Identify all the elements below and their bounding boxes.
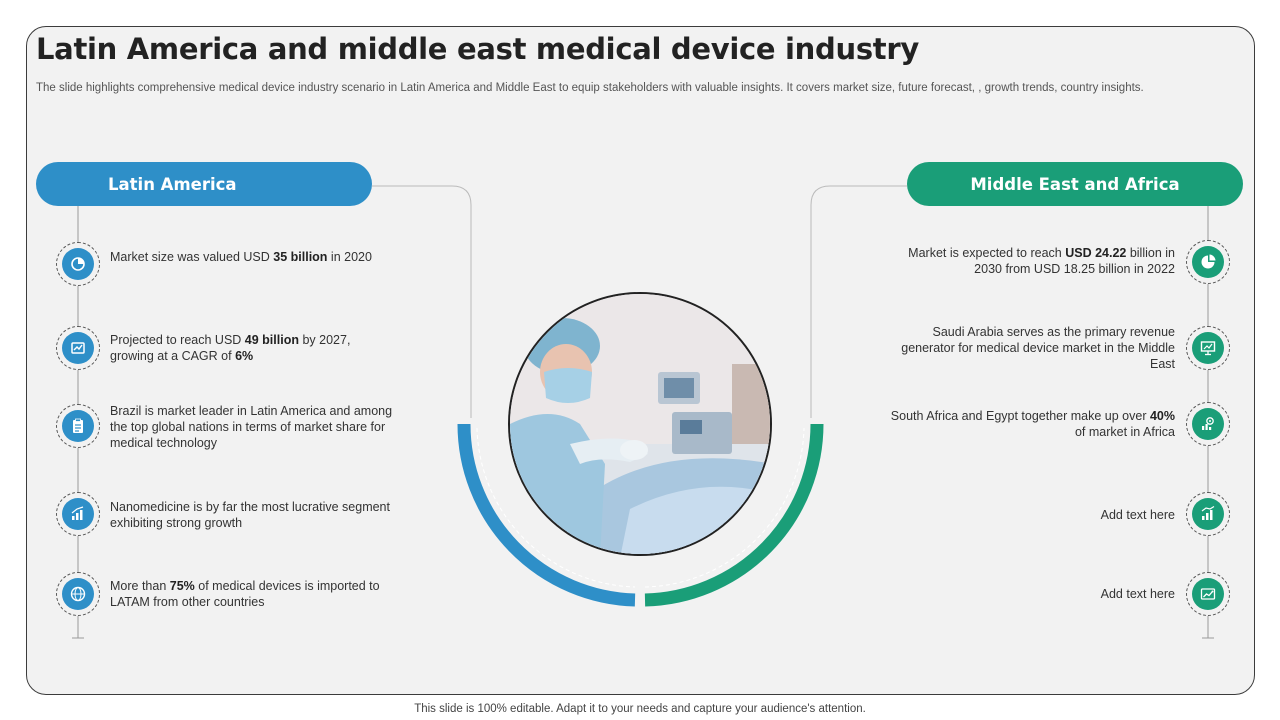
latam-item-1-text: Market size was valued USD 35 billion in… — [110, 250, 372, 264]
latam-arc — [457, 423, 636, 607]
latam-item-2-text: Projected to reach USD 49 billion by 202… — [110, 333, 351, 363]
bar-growth-icon — [1192, 498, 1224, 530]
growth-chart-icon — [62, 498, 94, 530]
projection-icon — [62, 332, 94, 364]
pie-chart-icon — [1192, 246, 1224, 278]
mea-item-3-node — [1186, 402, 1230, 446]
latam-item-4-text: Nanomedicine is by far the most lucrativ… — [110, 500, 390, 530]
slide-title: Latin America and middle east medical de… — [36, 32, 919, 66]
latam-item-5-node — [56, 572, 100, 616]
medical-professional-photo — [508, 292, 772, 556]
latam-item-2-node — [56, 326, 100, 370]
latin-america-heading: Latin America — [36, 162, 372, 206]
latam-item-3-text: Brazil is market leader in Latin America… — [110, 404, 393, 450]
latam-item-1-node — [56, 242, 100, 286]
latam-item-5-text: More than 75% of medical devices is impo… — [110, 579, 380, 609]
revenue-gear-icon — [1192, 408, 1224, 440]
analytics-icon — [1192, 578, 1224, 610]
mea-item-4-node — [1186, 492, 1230, 536]
mea-item-2-node — [1186, 326, 1230, 370]
market-size-icon — [62, 248, 94, 280]
mea-item-4-text: Add text here — [1100, 508, 1175, 522]
mea-arc — [644, 423, 824, 607]
mea-item-1-text: Market is expected to reach USD 24.22 bi… — [908, 246, 1175, 276]
latam-item-3-node — [56, 404, 100, 448]
latam-item-4-node — [56, 492, 100, 536]
mea-item-2-text: Saudi Arabia serves as the primary reven… — [901, 325, 1175, 371]
mea-item-5-node — [1186, 572, 1230, 616]
clipboard-icon — [62, 410, 94, 442]
mea-item-1-node — [1186, 240, 1230, 284]
slide-subtitle: The slide highlights comprehensive medic… — [36, 82, 1144, 94]
middle-east-africa-heading: Middle East and Africa — [907, 162, 1243, 206]
globe-icon — [62, 578, 94, 610]
slide-footer: This slide is 100% editable. Adapt it to… — [414, 703, 866, 715]
mea-item-3-text: South Africa and Egypt together make up … — [890, 409, 1175, 439]
mea-item-5-text: Add text here — [1100, 587, 1175, 601]
presentation-icon — [1192, 332, 1224, 364]
